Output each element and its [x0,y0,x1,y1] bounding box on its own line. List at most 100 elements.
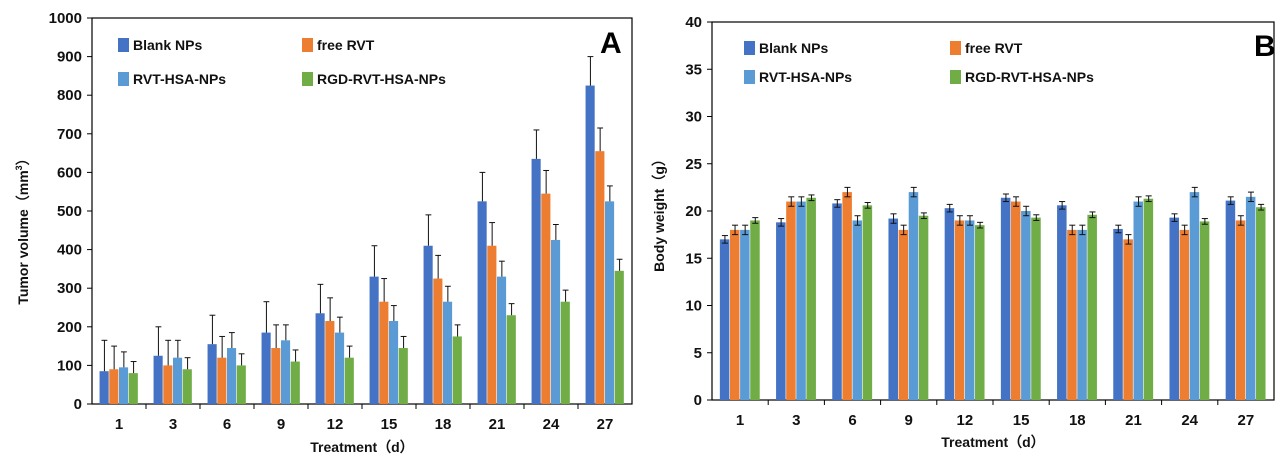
panel-b-bars [719,192,1266,400]
panel-b-bar [796,201,806,400]
panel-a-bar [614,270,624,404]
panel-a-x-tick-label: 15 [381,416,398,433]
panel-b-x-tick-label: 15 [1013,412,1030,429]
panel-a-bar [497,276,507,404]
panel-a-bar [423,245,433,404]
panel-b-y-tick-label: 10 [685,298,702,315]
panel-a-bar [315,313,325,404]
panel-b-x-tick-label: 18 [1069,412,1086,429]
panel-b-y-tick-label: 20 [685,203,702,220]
panel-b-legend-swatch [950,70,961,84]
panel-a-bar [153,355,163,404]
panel-b-legend-swatch [744,70,755,84]
panel-a-bar [236,365,246,404]
panel-a-x-tick-label: 12 [327,416,344,433]
panel-b-legend-swatch [744,41,755,55]
panel-b-bar [1235,220,1246,400]
panel-b-bar [832,203,842,400]
panel-a-legend-swatch [118,72,129,86]
panel-b-y-tick-label: 40 [685,14,702,31]
panel-b-x-tick-label: 27 [1238,412,1255,429]
panel-a-bar [173,357,183,404]
panel-a-y-tick-label: 400 [57,242,82,259]
panel-a-y-tick-label: 600 [57,164,82,181]
panel-b-y-tick-label: 30 [685,109,702,126]
panel-a-bar [227,348,237,404]
panel-b-bar [1199,221,1210,400]
panel-a-error-bars [101,56,623,374]
panel-a-legend: Blank NPs free RVT RVT-HSA-NPs RGD-RVT-HSA-… [118,37,446,87]
panel-b-bar [954,220,965,400]
panel-b-error-bars [721,186,1265,245]
panel-b-bar [852,220,863,400]
panel-a-y-axis-title-main: Tumor volume（mm [15,170,31,304]
panel-b-x-ticks: 1 3 6 9 12 15 18 21 24 27 [736,400,1254,429]
panel-b-bar [1189,192,1200,400]
panel-a-y-axis-title: Tumor volume（mm3） [14,151,31,304]
panel-a-x-tick-label: 6 [223,416,231,433]
panel-b-bar [842,192,852,400]
panel-b-legend-label: Blank NPs [759,40,828,56]
panel-b-bar [964,220,975,400]
panel-a-x-tick-label: 24 [543,416,560,433]
panel-a-x-axis-title: Treatment（d） [310,439,413,454]
panel-b-y-tick-label: 0 [694,392,702,409]
panel-b-x-axis-title: Treatment（d） [941,434,1044,450]
panel-b-bar [1057,205,1067,400]
panel-a-bar [217,357,227,404]
panel-b-legend-label: free RVT [965,40,1023,56]
panel-a-y-tick-label: 300 [57,280,82,297]
panel-a-bar [477,201,487,404]
panel-a-legend-label: RGD-RVT-HSA-NPs [317,71,446,87]
panel-a-bar [560,301,570,404]
panel-a-x-tick-label: 9 [277,416,285,433]
panel-a-bar [261,332,271,404]
panel-b-bar [1021,211,1031,400]
panel-b-bar [776,222,786,400]
panel-a-legend-swatch [302,72,313,86]
panel-b-bar [750,220,760,400]
panel-a-bar [344,357,354,404]
panel-b-y-tick-label: 35 [685,61,702,78]
panel-b-bar [1031,217,1041,400]
panel-b-bar [719,239,730,400]
panel-b-bar [888,218,898,400]
panel-a-bar [128,373,138,404]
panel-b-bar [1143,198,1154,400]
panel-b-bar [975,225,985,400]
panel-b-x-tick-label: 6 [848,412,856,429]
panel-a-bar [182,369,192,404]
panel-a-bar [398,348,408,404]
panel-a-legend-swatch [302,38,313,52]
panel-a-letter: A [600,27,622,60]
panel-b-x-tick-label: 12 [957,412,974,429]
panel-b-bar [786,201,796,400]
panel-a-y-axis-title-sup: 3 [14,165,24,170]
panel-a-bar [207,344,217,404]
panel-a-bar [389,321,399,404]
panel-a-bar [99,371,109,404]
panel-b-legend: Blank NPs free RVT RVT-HSA-NPs RGD-RVT-HSA-… [744,40,1094,85]
panel-b-y-axis-title: Body weight（g） [651,152,667,272]
panel-b-bar [918,215,929,400]
panel-b-bar [1087,214,1097,400]
panel-a-bar [325,321,335,404]
panel-a-bar [531,158,541,404]
panel-b-bar [1010,201,1021,400]
panel-b-bar [1123,239,1133,400]
panel-b-y-ticks: 0 5 10 15 20 25 30 35 40 [685,14,712,409]
panel-b-bar [1169,217,1179,400]
panel-a-x-tick-label: 3 [169,416,177,433]
panel-a-bar [163,365,173,404]
panel-a-y-tick-label: 700 [57,126,82,143]
panel-b-legend-swatch [950,41,961,55]
panel-b-bar [1179,229,1190,400]
panel-b-chart: 0 5 10 15 20 25 30 35 40 1 3 6 9 12 15 18 21 24 27 Blank … [651,14,1276,450]
panel-b-bar [862,205,873,400]
panel-b-y-tick-label: 5 [694,345,702,362]
panel-a-bar [585,85,595,405]
panel-b-bar [1256,207,1266,400]
panel-a-bar [109,369,119,404]
